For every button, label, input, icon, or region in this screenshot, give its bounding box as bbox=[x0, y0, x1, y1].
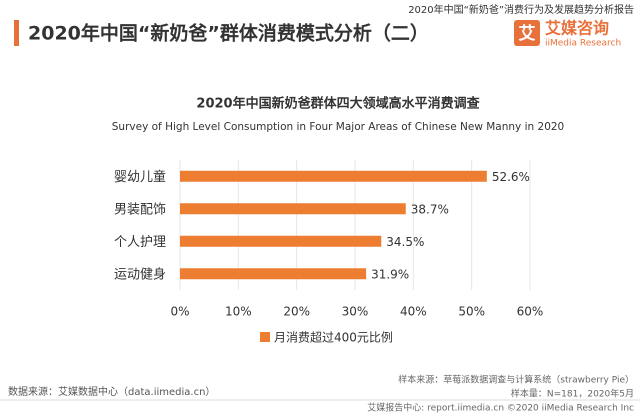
footer-bottom: 艾媒报告中心: report.iimedia.cn ©2020 iiMedia … bbox=[367, 402, 634, 414]
report-name: 2020年中国“新奶爸”消费行为及发展趋势分析报告 bbox=[408, 3, 634, 16]
logo-sub: iiMedia Research bbox=[545, 39, 621, 49]
bar bbox=[180, 203, 406, 215]
legend-label: 月消费超过400元比例 bbox=[274, 330, 393, 345]
x-tick-label: 0% bbox=[170, 305, 189, 319]
logo-icon bbox=[514, 20, 540, 46]
y-tick-label: 运动健身 bbox=[114, 266, 166, 282]
value-label: 52.6% bbox=[492, 170, 530, 184]
logo-name: 艾媒咨询 bbox=[545, 19, 609, 38]
value-label: 38.7% bbox=[411, 202, 449, 216]
x-tick-label: 20% bbox=[283, 305, 310, 319]
logo-icon-text: 艾 bbox=[519, 23, 536, 44]
value-label: 34.5% bbox=[386, 235, 424, 249]
bar bbox=[180, 170, 487, 182]
y-tick-label: 男装配饰 bbox=[114, 202, 166, 217]
chart-title: 2020年中国新奶爸群体四大领域高水平消费调查 bbox=[196, 96, 480, 112]
y-tick-label: 个人护理 bbox=[114, 235, 166, 250]
title-accent bbox=[14, 20, 19, 46]
x-tick-label: 40% bbox=[400, 305, 427, 319]
chart-subtitle: Survey of High Level Consumption in Four… bbox=[112, 121, 564, 133]
x-tick-label: 10% bbox=[225, 305, 252, 319]
legend-swatch bbox=[260, 332, 270, 342]
bar bbox=[180, 235, 382, 247]
sample-size: 样本量：N=181，2020年5月 bbox=[511, 388, 634, 400]
x-tick-label: 30% bbox=[342, 305, 369, 319]
y-tick-label: 婴幼儿童 bbox=[114, 169, 166, 185]
sample-source: 样本来源：草莓派数据调查与计算系统（strawberry Pie） bbox=[398, 374, 634, 386]
x-tick-label: 60% bbox=[517, 305, 544, 319]
page-title: 2020年中国“新奶爸”群体消费模式分析（二） bbox=[28, 22, 429, 45]
bar bbox=[180, 268, 367, 280]
value-label: 31.9% bbox=[371, 267, 409, 281]
x-tick-label: 50% bbox=[458, 305, 485, 319]
data-source: 数据来源：艾媒数据中心（data.iimedia.cn） bbox=[8, 385, 215, 398]
